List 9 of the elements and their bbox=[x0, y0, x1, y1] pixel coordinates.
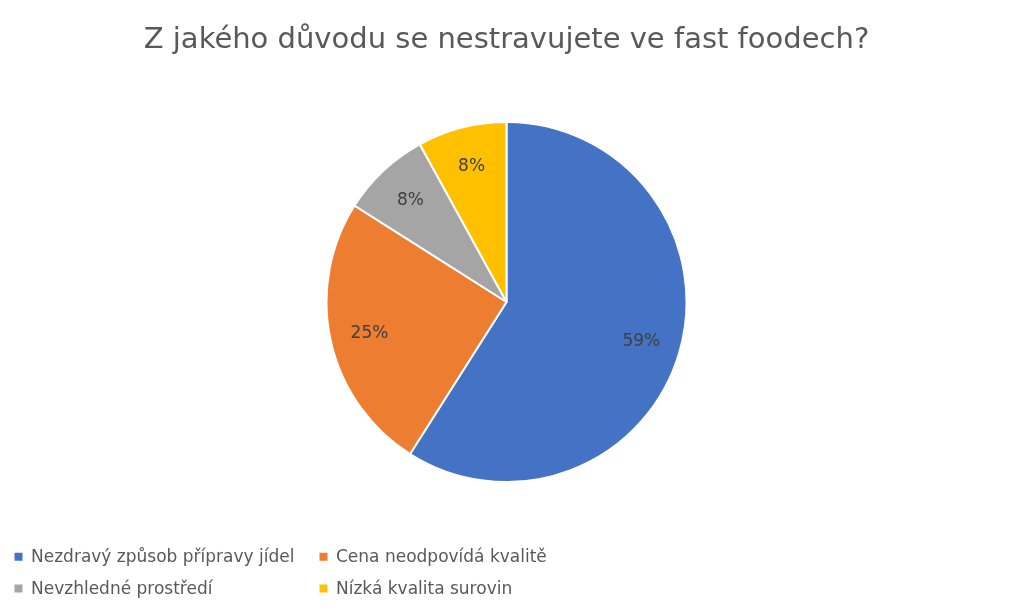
data-label: 8% bbox=[396, 188, 424, 209]
legend-label: Nízká kvalita surovin bbox=[336, 577, 513, 598]
chart-title: Z jakého důvodu se nestravujete ve fast foodech? bbox=[143, 21, 870, 55]
legend-label: Nezdravý způsob přípravy jídel bbox=[31, 545, 295, 566]
data-label: 25% bbox=[350, 321, 389, 342]
data-label: 59% bbox=[622, 330, 661, 351]
legend-label: Cena neodpovídá kvalitě bbox=[336, 545, 547, 566]
data-label: 8% bbox=[458, 155, 486, 176]
legend-label: Nevzhledné prostředí bbox=[31, 577, 214, 598]
